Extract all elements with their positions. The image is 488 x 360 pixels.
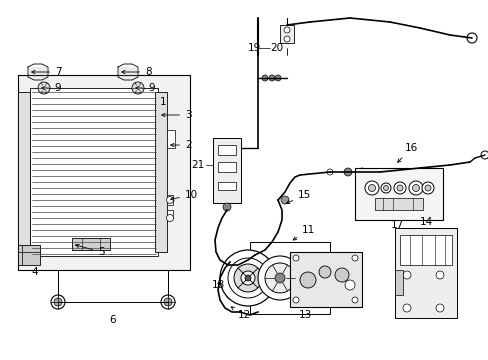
Text: 7: 7	[32, 67, 61, 77]
Bar	[218, 145, 236, 155]
Bar	[213, 138, 241, 203]
Circle shape	[258, 256, 302, 300]
Bar	[18, 75, 190, 270]
Text: 4: 4	[32, 267, 38, 277]
Circle shape	[281, 196, 288, 204]
Bar	[289, 252, 361, 307]
Circle shape	[51, 295, 65, 309]
Bar	[218, 162, 236, 172]
Bar	[249, 242, 329, 314]
Bar	[394, 228, 456, 318]
Circle shape	[326, 169, 332, 175]
Circle shape	[357, 168, 365, 176]
Bar	[218, 182, 236, 190]
Text: 21: 21	[191, 160, 204, 170]
Text: 17: 17	[389, 220, 403, 230]
Text: 19: 19	[247, 43, 261, 53]
Circle shape	[466, 33, 476, 43]
Circle shape	[226, 292, 233, 298]
Text: 16: 16	[397, 143, 417, 162]
Bar	[167, 130, 175, 148]
Text: 8: 8	[122, 67, 151, 77]
Text: 13: 13	[298, 310, 311, 320]
Circle shape	[274, 75, 281, 81]
Circle shape	[220, 250, 275, 306]
Circle shape	[274, 273, 285, 283]
Bar	[18, 245, 40, 265]
Text: 10: 10	[170, 190, 198, 200]
Circle shape	[364, 181, 378, 195]
Text: 15: 15	[286, 190, 311, 203]
Circle shape	[393, 182, 405, 194]
Circle shape	[54, 298, 62, 306]
Circle shape	[383, 185, 387, 190]
Bar	[155, 92, 167, 252]
Text: 1: 1	[160, 97, 166, 107]
Circle shape	[166, 197, 173, 203]
Bar	[280, 25, 293, 43]
Bar	[399, 235, 451, 265]
Text: 14: 14	[419, 217, 432, 227]
Bar	[167, 195, 173, 205]
Circle shape	[38, 82, 50, 94]
Text: 11: 11	[292, 225, 315, 240]
Text: 20: 20	[269, 43, 283, 53]
Circle shape	[402, 271, 410, 279]
Circle shape	[292, 255, 298, 261]
Bar	[18, 92, 30, 252]
Circle shape	[161, 295, 175, 309]
Circle shape	[227, 258, 267, 298]
Text: 2: 2	[170, 140, 191, 150]
Circle shape	[284, 36, 289, 42]
Circle shape	[435, 271, 443, 279]
Circle shape	[408, 181, 422, 195]
Circle shape	[234, 264, 262, 292]
Circle shape	[351, 297, 357, 303]
Circle shape	[345, 280, 354, 290]
Circle shape	[351, 255, 357, 261]
Circle shape	[264, 263, 294, 293]
Circle shape	[284, 27, 289, 33]
Text: 12: 12	[231, 307, 251, 320]
Circle shape	[343, 168, 351, 176]
Bar	[167, 210, 173, 218]
Circle shape	[412, 184, 419, 192]
Circle shape	[435, 304, 443, 312]
Bar	[374, 198, 422, 210]
Circle shape	[402, 304, 410, 312]
Circle shape	[334, 268, 348, 282]
Circle shape	[299, 272, 315, 288]
Circle shape	[163, 298, 172, 306]
Bar	[72, 238, 110, 250]
Circle shape	[292, 297, 298, 303]
Bar	[354, 168, 442, 220]
Bar	[394, 270, 402, 295]
Circle shape	[380, 183, 390, 193]
Text: 9: 9	[136, 83, 154, 93]
Bar	[30, 88, 158, 256]
Circle shape	[166, 215, 173, 221]
Circle shape	[223, 203, 230, 211]
Circle shape	[421, 182, 433, 194]
Circle shape	[244, 275, 250, 281]
Circle shape	[241, 271, 254, 285]
Circle shape	[268, 75, 274, 81]
Text: 3: 3	[162, 110, 191, 120]
Circle shape	[480, 151, 488, 159]
Circle shape	[132, 82, 143, 94]
Circle shape	[424, 185, 430, 191]
Text: 6: 6	[109, 315, 116, 325]
Text: 18: 18	[212, 280, 225, 290]
Circle shape	[262, 75, 267, 81]
Text: 5: 5	[76, 244, 104, 257]
Circle shape	[396, 185, 402, 191]
Circle shape	[368, 184, 375, 192]
Circle shape	[318, 266, 330, 278]
Text: 9: 9	[41, 83, 61, 93]
